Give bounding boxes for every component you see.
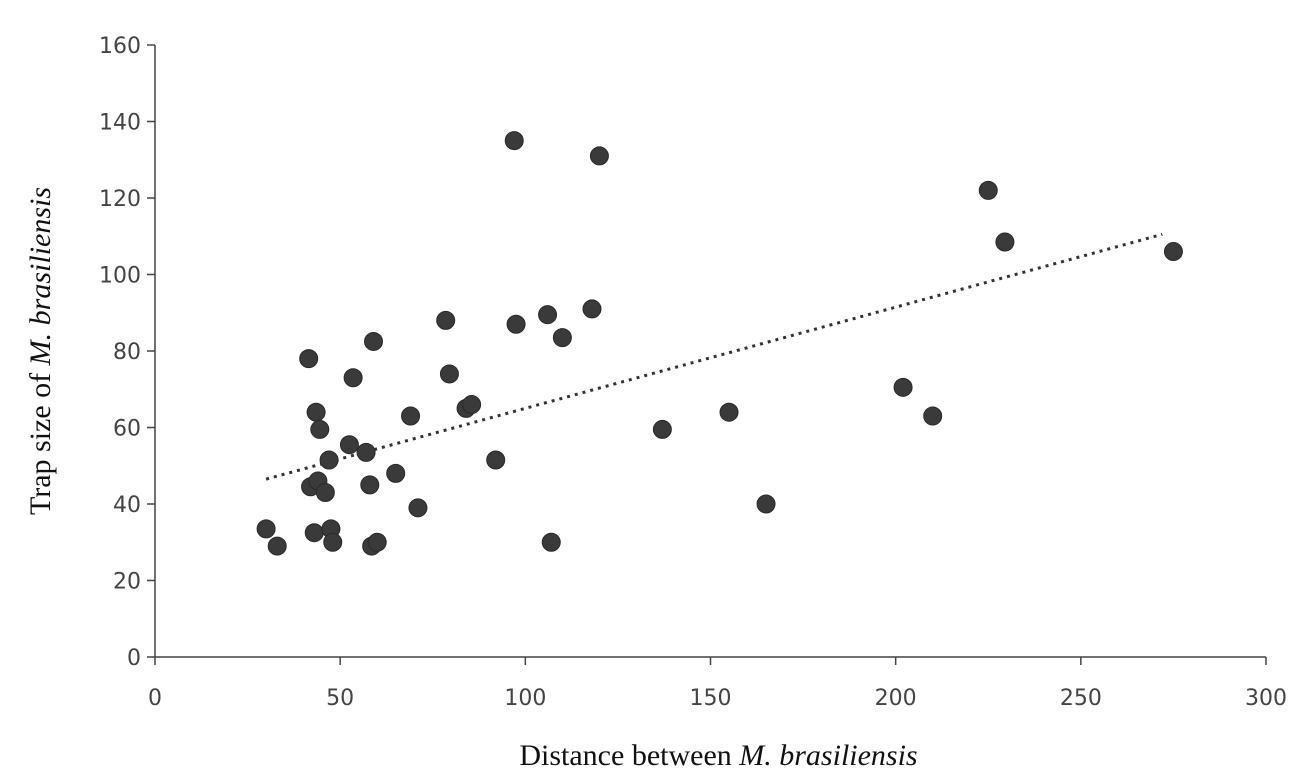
data-point [923,406,943,426]
data-point [486,450,506,470]
x-axis-title-prefix: Distance between [519,739,739,772]
x-tick-label: 200 [875,686,917,711]
data-point [719,402,739,422]
data-point [323,532,343,552]
data-point [436,310,456,330]
data-point [356,442,376,462]
data-point [439,364,459,384]
x-tick-label: 300 [1245,686,1287,711]
x-tick-label: 50 [326,686,354,711]
data-point [306,402,326,422]
y-ticks: 0 20 40 60 80 100 120 140 160 [99,34,155,671]
y-tick-label: 0 [127,646,141,671]
y-tick-label: 160 [99,34,141,59]
data-point [267,536,287,556]
data-point [343,368,363,388]
data-point [582,299,602,319]
data-point [756,494,776,514]
x-tick-label: 0 [148,686,162,711]
y-tick-label: 40 [113,493,141,518]
trendline-layer [265,232,1163,481]
y-axis-title: Trap size of M. brasiliensis [24,187,57,515]
y-tick-label: 120 [99,187,141,212]
x-axis-title: Distance between M. brasiliensis [519,739,917,772]
y-tick-label: 80 [113,340,141,365]
data-point [319,450,339,470]
y-tick-label: 20 [113,570,141,595]
data-point [299,349,319,369]
data-point [506,314,526,334]
data-point [408,498,428,518]
data-point [652,419,672,439]
data-point [401,406,421,426]
data-point [893,377,913,397]
x-tick-label: 100 [504,686,546,711]
y-axis-title-species: M. brasiliensis [24,187,57,366]
data-point [589,146,609,166]
data-point [978,180,998,200]
data-point [339,435,359,455]
data-point [504,131,524,151]
data-point [304,523,324,543]
data-point [541,532,561,552]
y-axis-title-prefix: Trap size of [24,365,57,515]
data-point [462,395,482,415]
data-point [538,305,558,325]
x-tick-label: 150 [690,686,732,711]
data-point [363,331,383,351]
data-point [315,483,335,503]
data-point [310,419,330,439]
data-point [552,328,572,348]
trendline [265,232,1163,481]
x-tick-label: 250 [1060,686,1102,711]
data-point [367,532,387,552]
data-point [386,463,406,483]
points-layer [256,131,1183,556]
data-point [995,232,1015,252]
x-ticks: 0 50 100 150 200 250 300 [148,657,1287,711]
x-axis-title-species: M. brasiliensis [738,739,917,772]
data-point [360,475,380,495]
axes [154,45,1266,658]
data-point [256,519,276,539]
y-tick-label: 100 [99,264,141,289]
data-point [1163,242,1183,262]
y-tick-label: 140 [99,111,141,136]
y-tick-label: 60 [113,417,141,442]
